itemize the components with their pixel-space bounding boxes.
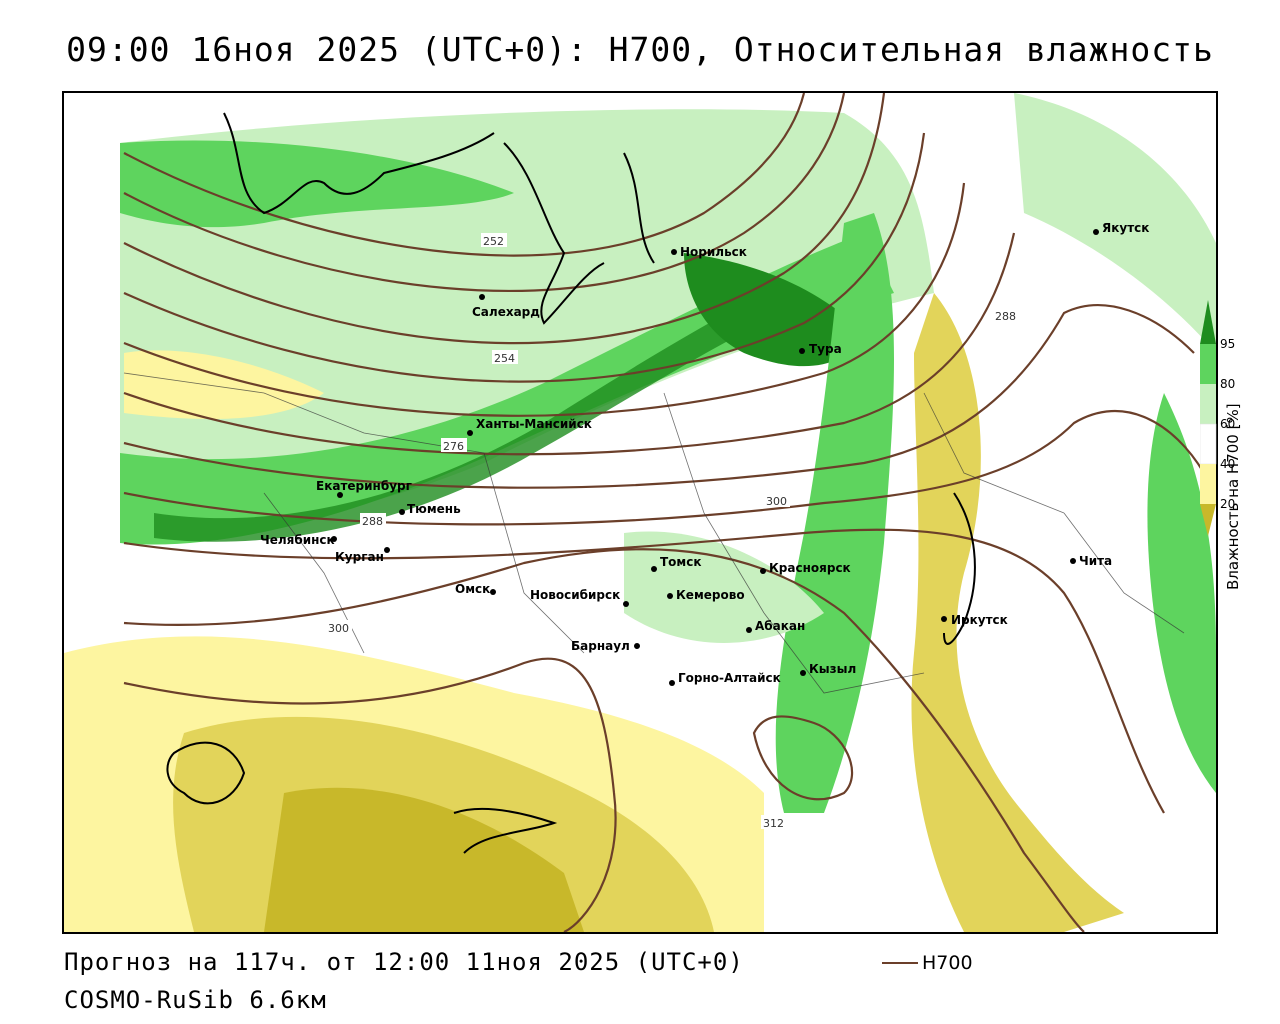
map-canvas: 252 254 276 288 288 300 300 312 Якутск Н… xyxy=(64,93,1216,932)
h700-line-swatch xyxy=(882,962,918,964)
svg-text:Кызыл: Кызыл xyxy=(809,662,856,676)
colorbar-tick: 20 xyxy=(1220,497,1235,511)
city-omsk: Омск xyxy=(455,582,496,596)
city-kurgan: Курган xyxy=(335,547,390,564)
colorbar-tick: 60 xyxy=(1220,417,1235,431)
h700-legend: H700 xyxy=(882,952,973,974)
svg-text:Чита: Чита xyxy=(1079,554,1112,568)
isoline-label: 300 xyxy=(328,622,349,635)
city-irkutsk: Иркутск xyxy=(941,613,1008,627)
city-norilsk: Норильск xyxy=(671,245,747,259)
humidity-colorbar: 95 80 60 40 20 xyxy=(1199,300,1270,600)
city-chelyabinsk: Челябинск xyxy=(260,533,337,547)
isoline-label: 300 xyxy=(766,495,787,508)
city-novosibirsk: Новосибирск xyxy=(530,588,629,607)
svg-text:Абакан: Абакан xyxy=(755,619,805,633)
city-chita: Чита xyxy=(1070,554,1112,568)
city-tomsk: Томск xyxy=(651,555,702,572)
svg-text:Екатеринбург: Екатеринбург xyxy=(316,479,412,493)
humidity-field xyxy=(64,93,1216,932)
model-name: COSMO-RuSib 6.6км xyxy=(64,986,327,1014)
svg-text:Красноярск: Красноярск xyxy=(769,561,851,575)
isoline-label: 254 xyxy=(494,352,515,365)
city-kemerovo: Кемерово xyxy=(667,588,745,602)
svg-text:Якутск: Якутск xyxy=(1102,221,1149,235)
svg-text:Ханты-Мансийск: Ханты-Мансийск xyxy=(476,417,592,431)
isoline-label: 252 xyxy=(483,235,504,248)
svg-text:Тура: Тура xyxy=(809,342,842,356)
svg-text:Иркутск: Иркутск xyxy=(951,613,1008,627)
svg-text:Барнаул: Барнаул xyxy=(571,639,630,653)
svg-text:Курган: Курган xyxy=(335,550,384,564)
city-tyumen: Тюмень xyxy=(399,502,461,516)
city-yekaterinburg: Екатеринбург xyxy=(316,479,412,498)
isoline-label: 288 xyxy=(362,515,383,528)
map-title: 09:00 16ноя 2025 (UTC+0): H700, Относите… xyxy=(66,30,1214,69)
city-kyzyl: Кызыл xyxy=(800,662,856,676)
svg-text:Тюмень: Тюмень xyxy=(407,502,461,516)
h700-isolines xyxy=(123,93,1205,932)
isoline-label: 276 xyxy=(443,440,464,453)
city-tura: Тура xyxy=(799,342,842,356)
svg-text:Томск: Томск xyxy=(660,555,702,569)
svg-text:Челябинск: Челябинск xyxy=(260,533,335,547)
isoline-label: 288 xyxy=(995,310,1016,323)
city-gorno-altaysk: Горно-Алтайск xyxy=(669,671,781,686)
city-barnaul: Барнаул xyxy=(571,639,640,653)
svg-text:Горно-Алтайск: Горно-Алтайск xyxy=(678,671,781,685)
colorbar-title: Влажность на H700 [%] xyxy=(1224,403,1242,590)
city-yakutsk: Якутск xyxy=(1093,221,1149,235)
colorbar-tick: 95 xyxy=(1220,337,1235,351)
city-krasnoyarsk: Красноярск xyxy=(760,561,851,575)
colorbar-tick: 40 xyxy=(1220,457,1235,471)
forecast-map: 252 254 276 288 288 300 300 312 Якутск Н… xyxy=(62,91,1218,934)
svg-text:Салехард: Салехард xyxy=(472,305,540,319)
svg-text:Новосибирск: Новосибирск xyxy=(530,588,620,602)
city-salekhard: Салехард xyxy=(472,294,540,319)
h700-legend-label: H700 xyxy=(922,952,973,974)
forecast-info: Прогноз на 117ч. от 12:00 11ноя 2025 (UT… xyxy=(64,948,744,976)
colorbar-tick: 80 xyxy=(1220,377,1235,391)
isoline-label: 312 xyxy=(763,817,784,830)
city-khanty-mansiysk: Ханты-Мансийск xyxy=(467,417,592,436)
coastlines xyxy=(166,112,976,854)
svg-text:Кемерово: Кемерово xyxy=(676,588,745,602)
isoline-labels: 252 254 276 288 288 300 300 312 xyxy=(326,233,1019,830)
cities: Якутск Норильск Салехард Тура Ханты-Манс… xyxy=(260,221,1149,686)
svg-text:Норильск: Норильск xyxy=(680,245,747,259)
city-abakan: Абакан xyxy=(746,619,805,633)
svg-text:Омск: Омск xyxy=(455,582,490,596)
